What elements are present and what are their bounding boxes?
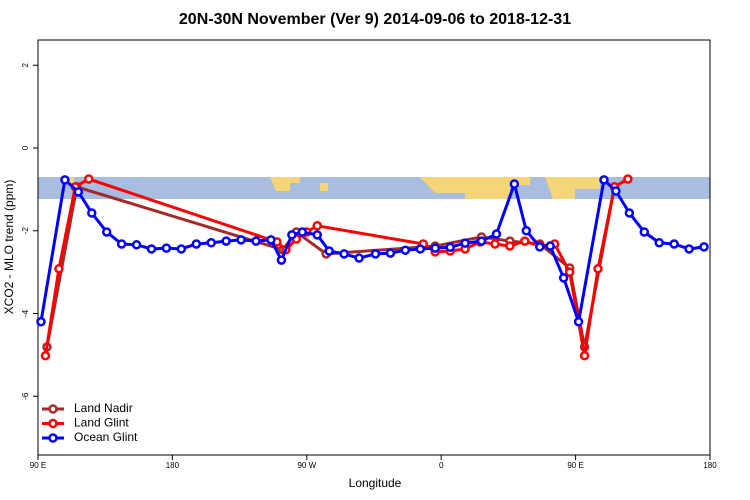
chart-title: 20N-30N November (Ver 9) 2014-09-06 to 2…: [179, 11, 571, 28]
data-point: [161, 243, 172, 253]
legend-label: Land Glint: [74, 416, 129, 430]
data-point: [73, 187, 84, 197]
x-tick-label: 180: [166, 461, 180, 470]
data-point: [491, 229, 502, 239]
y-tick-label: -4: [21, 309, 30, 317]
data-point: [599, 175, 609, 185]
data-point: [509, 179, 520, 189]
data-point: [573, 317, 584, 327]
x-tick-label: 0: [439, 461, 444, 470]
data-point: [131, 240, 142, 250]
data-point: [191, 239, 202, 249]
data-point: [684, 244, 694, 254]
data-point: [445, 242, 455, 253]
data-point: [623, 174, 633, 184]
data-point: [60, 175, 70, 185]
data-point: [535, 242, 545, 252]
data-point: [312, 221, 323, 231]
data-point: [101, 227, 112, 237]
data-point: [490, 239, 500, 249]
plot-frame: [37, 39, 711, 456]
data-point: [339, 249, 349, 259]
series-line: [43, 177, 629, 356]
data-point: [370, 249, 381, 259]
y-tick-label: 0: [21, 145, 30, 150]
legend-marker: [48, 433, 58, 443]
data-point: [312, 230, 323, 240]
map-strip: [38, 177, 710, 199]
data-point: [699, 242, 709, 252]
legend-label: Land Nadir: [74, 401, 133, 415]
data-point: [579, 350, 590, 361]
data-point: [84, 174, 94, 184]
data-point: [611, 186, 621, 196]
data-point: [176, 244, 187, 254]
data-point: [236, 235, 246, 245]
data-point: [460, 238, 470, 248]
series-line: [45, 184, 616, 348]
data-point: [558, 273, 569, 283]
data-point: [116, 239, 127, 249]
y-axis-label: XCO2 - MLO trend (ppm): [2, 180, 16, 315]
data-point: [87, 208, 97, 218]
data-point: [476, 236, 487, 246]
y-tick-label: -2: [21, 227, 30, 235]
data-point: [324, 246, 334, 256]
x-tick-label: 90 W: [297, 461, 316, 470]
data-point: [669, 239, 679, 249]
data-point: [354, 253, 364, 263]
data-point: [593, 264, 603, 274]
data-point: [266, 235, 276, 245]
data-point: [36, 317, 46, 327]
data-point: [415, 244, 426, 254]
data-point: [54, 264, 64, 274]
data-point: [654, 237, 664, 248]
data-point: [505, 241, 515, 251]
data-point: [221, 236, 231, 246]
data-point: [430, 243, 440, 253]
y-tick-label: -6: [21, 392, 30, 400]
legend-marker: [48, 418, 58, 429]
legend-marker: [48, 404, 58, 414]
data-point: [564, 267, 575, 277]
legend-label: Ocean Glint: [74, 430, 138, 444]
data-point: [287, 230, 297, 240]
data-point: [624, 208, 635, 218]
series-line: [39, 176, 705, 323]
data-point: [521, 225, 532, 236]
data-point: [520, 236, 530, 246]
data-point: [385, 248, 396, 258]
x-tick-label: 180: [703, 461, 717, 470]
data-point: [297, 227, 308, 237]
data-point: [206, 237, 216, 248]
data-point: [545, 241, 555, 251]
x-tick-label: 90 E: [567, 461, 583, 470]
x-axis-label: Longitude: [349, 476, 402, 490]
y-tick-label: 2: [21, 62, 30, 67]
x-tick-label: 90 E: [30, 461, 46, 470]
data-point: [400, 245, 411, 255]
data-point: [40, 350, 51, 361]
data-point: [146, 244, 157, 254]
data-point: [276, 255, 287, 265]
data-point: [639, 227, 650, 237]
data-point: [251, 236, 261, 246]
